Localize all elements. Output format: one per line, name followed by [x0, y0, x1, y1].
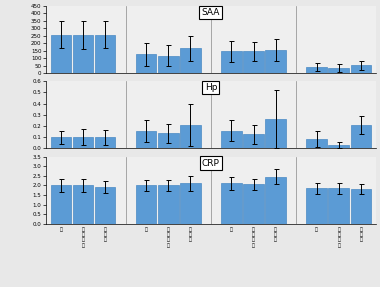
Bar [221, 131, 242, 148]
Bar [95, 137, 116, 148]
Bar [136, 131, 156, 148]
Bar [180, 125, 201, 148]
Bar [95, 35, 116, 73]
Bar [136, 185, 156, 224]
Text: Hp: Hp [205, 83, 217, 92]
Bar [158, 56, 179, 73]
Bar [73, 185, 93, 224]
Bar [306, 139, 327, 148]
Bar [73, 137, 93, 148]
Bar [243, 185, 264, 224]
Bar [221, 51, 242, 73]
Bar [351, 125, 371, 148]
Bar [158, 185, 179, 224]
Bar [306, 188, 327, 224]
Bar [243, 134, 264, 148]
Bar [180, 183, 201, 224]
Bar [51, 185, 71, 224]
Bar [328, 188, 349, 224]
Bar [180, 49, 201, 73]
Bar [73, 35, 93, 73]
Bar [328, 68, 349, 73]
Bar [51, 137, 71, 148]
Bar [51, 35, 71, 73]
Bar [266, 50, 286, 73]
Text: SAA: SAA [202, 8, 220, 17]
Text: CRP: CRP [202, 158, 220, 168]
Bar [328, 145, 349, 148]
Bar [158, 133, 179, 148]
Bar [221, 183, 242, 224]
Bar [136, 54, 156, 73]
Bar [95, 187, 116, 224]
Bar [243, 51, 264, 73]
Bar [266, 177, 286, 224]
Bar [266, 119, 286, 148]
Bar [306, 67, 327, 73]
Bar [351, 189, 371, 224]
Bar [351, 65, 371, 73]
